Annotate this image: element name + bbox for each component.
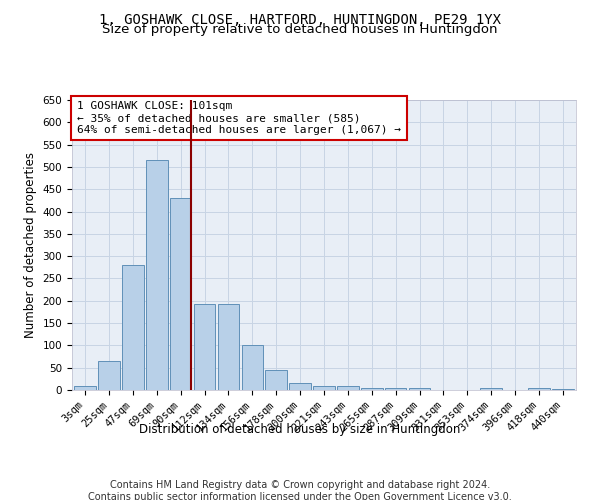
Bar <box>528 388 550 390</box>
Text: Size of property relative to detached houses in Huntingdon: Size of property relative to detached ho… <box>102 22 498 36</box>
Bar <box>218 304 239 390</box>
Bar <box>552 389 574 390</box>
Text: Contains HM Land Registry data © Crown copyright and database right 2024.: Contains HM Land Registry data © Crown c… <box>110 480 490 490</box>
Text: 1, GOSHAWK CLOSE, HARTFORD, HUNTINGDON, PE29 1YX: 1, GOSHAWK CLOSE, HARTFORD, HUNTINGDON, … <box>99 12 501 26</box>
Bar <box>385 388 406 390</box>
Bar <box>98 361 120 390</box>
Y-axis label: Number of detached properties: Number of detached properties <box>24 152 37 338</box>
Bar <box>242 346 263 390</box>
Bar <box>481 388 502 390</box>
Bar <box>289 384 311 390</box>
Bar <box>74 386 96 390</box>
Bar <box>194 304 215 390</box>
Bar <box>146 160 167 390</box>
Bar <box>361 388 383 390</box>
Text: 1 GOSHAWK CLOSE: 101sqm
← 35% of detached houses are smaller (585)
64% of semi-d: 1 GOSHAWK CLOSE: 101sqm ← 35% of detache… <box>77 102 401 134</box>
Bar <box>265 370 287 390</box>
Bar <box>170 198 191 390</box>
Text: Contains public sector information licensed under the Open Government Licence v3: Contains public sector information licen… <box>88 492 512 500</box>
Bar <box>313 386 335 390</box>
Bar <box>409 388 430 390</box>
Bar <box>337 386 359 390</box>
Bar <box>122 265 143 390</box>
Text: Distribution of detached houses by size in Huntingdon: Distribution of detached houses by size … <box>139 422 461 436</box>
